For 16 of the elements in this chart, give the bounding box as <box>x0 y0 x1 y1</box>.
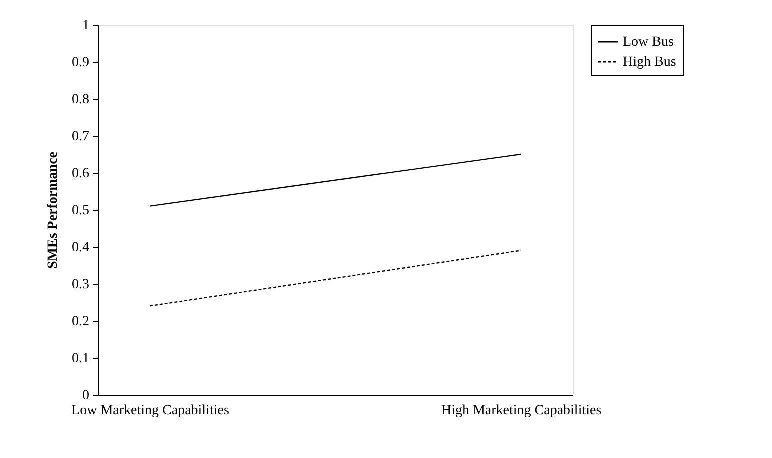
y-tick-label: 0.3 <box>72 278 90 292</box>
y-tick-label: 0.9 <box>72 56 90 70</box>
legend-label: High Bus <box>623 55 676 70</box>
legend-label: Low Bus <box>623 35 674 50</box>
y-tick-label: 1 <box>82 18 90 34</box>
y-tick-label: 0.7 <box>72 130 90 144</box>
y-tick-label: 0.1 <box>72 352 90 366</box>
y-tick-label: 0 <box>82 388 90 404</box>
y-tick-label: 0.5 <box>72 204 90 218</box>
y-tick-label: 0.8 <box>72 92 90 108</box>
y-tick-label: 0.6 <box>72 166 90 182</box>
y-tick-label: 0.2 <box>72 314 90 330</box>
y-axis-title: SMEs Performance <box>46 152 61 270</box>
x-tick-label: High Marketing Capabilities <box>441 404 602 418</box>
y-tick-label: 0.4 <box>72 240 90 256</box>
x-tick-label: Low Marketing Capabilities <box>72 404 230 418</box>
